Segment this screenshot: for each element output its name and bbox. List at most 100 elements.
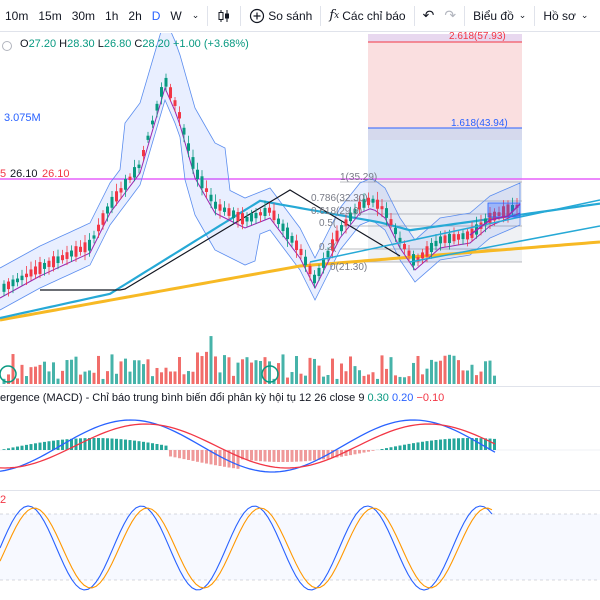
timeframe-1h[interactable]: 1h [105,8,119,23]
volume-bar [479,371,483,384]
volume-bar [349,356,352,384]
volume-bar [169,371,172,384]
macd-histogram-bar [115,438,118,450]
volume-bar [353,366,357,384]
price-candle [506,204,510,216]
price-candle [286,227,289,240]
price-candle [421,252,424,259]
macd-histogram-bar [308,450,312,461]
price-candle [56,256,60,264]
macd-histogram-bar [331,450,334,459]
macd-histogram-bar [83,438,87,450]
volume-bar [268,361,271,384]
volume-bar [209,336,213,384]
price-candle [2,283,6,292]
price-candle [331,239,334,251]
macd-histogram-bar [466,438,469,450]
macd-histogram-bar [434,440,438,450]
chevron-down-icon: ⌄ [191,10,200,20]
price-candle [281,223,285,232]
price-candle [272,210,276,221]
price-candle [52,256,55,268]
price-candle [304,256,307,266]
volume-bar [236,362,240,384]
ohlc-high-key: H [59,38,68,50]
macd-histogram-bar [268,450,271,462]
chart-menu-button[interactable]: Biểu đồ ⌄ [468,0,531,32]
price-candle [290,235,294,243]
chart-type-button[interactable] [211,0,237,32]
price-candle [187,143,190,151]
macd-histogram-bar [110,438,114,450]
price-candle [101,213,105,225]
volume-bar [245,357,249,384]
chart-area[interactable] [0,33,600,600]
volume-bar [101,378,105,384]
price-candle [362,198,366,208]
price-candle [218,204,222,211]
price-candle [466,231,469,240]
toolbar-divider [534,5,536,26]
timeframe-30m[interactable]: 30m [71,8,96,23]
price-candle [146,135,150,140]
compare-button[interactable]: So sánh [244,0,317,32]
price-candle [461,233,465,240]
volume-bar [439,360,442,384]
ohlc-change: +1.00 (+3.68%) [172,38,249,50]
macd-histogram-bar [304,450,307,462]
macd-histogram-bar [380,448,384,450]
volume-bar [20,364,24,384]
volume-bar [326,374,330,384]
fib-level-1618: 1.618(43.94) [451,118,508,129]
volume-bar [61,370,64,384]
timeframe-dropdown[interactable]: ⌄ [187,0,205,32]
volume-bar [286,377,289,384]
volume-bar [403,377,406,384]
volume-bar [466,370,469,384]
volume-bar [160,372,163,384]
macd-histogram-bar [182,450,186,460]
price-candle [313,274,316,284]
pane-divider[interactable] [0,490,600,491]
macd-histogram-bar [475,438,478,450]
timeframe-10m[interactable]: 10m [5,8,29,23]
macd-histogram-bar [416,442,420,450]
price-candle [403,243,406,250]
macd-histogram-bar [43,441,46,450]
timeframe-2h[interactable]: 2h [128,8,142,23]
volume-bar [259,360,262,384]
volume-bar [443,355,447,384]
chart-menu-label: Biểu đồ [473,8,514,23]
price-candle [299,248,303,256]
timeframe-15m[interactable]: 15m [38,8,62,23]
volume-bar [376,378,379,384]
pane-divider[interactable] [0,386,600,387]
macd-histogram-bar [488,438,492,450]
volume-bar [380,355,384,384]
price-candle [43,262,46,269]
volume-bar [133,360,136,384]
volume-bar [299,373,303,384]
macd-line [0,419,496,473]
timeframe-d[interactable]: D [151,8,161,23]
price-candle [92,235,96,239]
macd-histogram-bar [209,450,213,465]
price-candle [223,207,226,212]
timeframe-w[interactable]: W [170,8,182,23]
undo-button[interactable]: ↶ [418,0,440,32]
chart-canvas[interactable] [0,33,600,600]
volume-bar [205,351,208,384]
macd-histogram-bar [241,450,244,460]
macd-histogram-bar [97,438,100,450]
profile-menu-button[interactable]: Hồ sơ ⌄ [538,0,593,32]
price-candle [38,262,42,274]
price-candle [448,233,451,244]
volume-bar [29,367,33,384]
redo-button[interactable]: ↷ [439,0,461,32]
price-candle [88,239,91,251]
macd-signal-line [0,423,496,469]
price-candle [358,201,361,210]
macd-histogram-bar [169,450,172,457]
ohlc-close-key: C [134,38,143,50]
